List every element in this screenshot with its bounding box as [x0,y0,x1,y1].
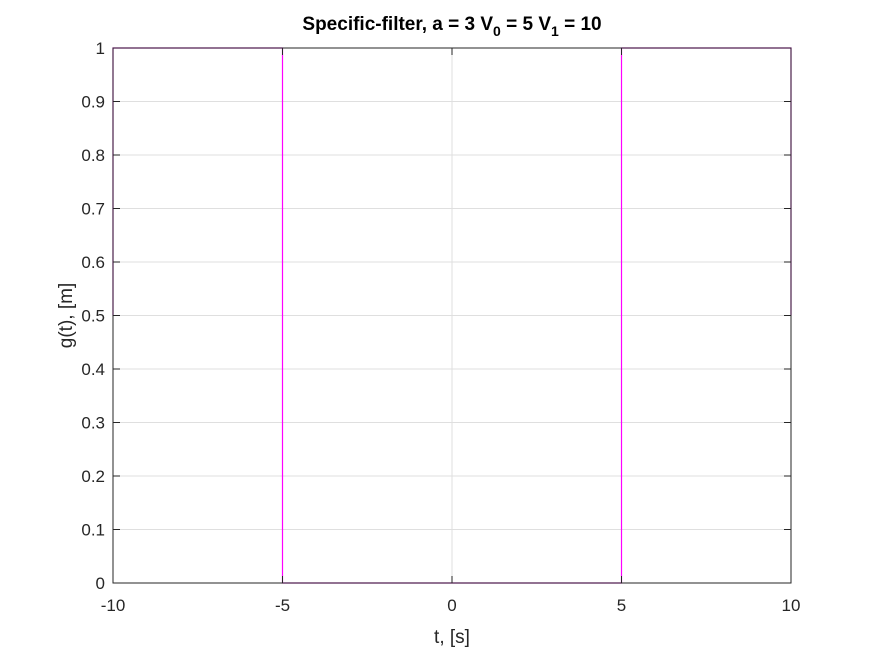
chart-title: Specific-filter, a = 3 V0 = 5 V1 = 10 [302,14,601,39]
y-tick-labels: 0 0.1 0.2 0.3 0.4 0.5 0.6 0.7 0.8 0.9 1 [81,39,105,593]
x-tick-labels: -10 -5 0 5 10 [101,596,801,615]
y-tick-label: 0 [96,574,105,593]
y-tick-label: 0.2 [81,467,105,486]
y-tick-label: 0.1 [81,521,105,540]
y-tick-label: 0.8 [81,146,105,165]
x-tick-label: 0 [447,596,456,615]
tick-marks [112,47,792,584]
y-tick-label: 0.9 [81,93,105,112]
title-subscript-0: 0 [493,23,501,39]
y-tick-label: 0.3 [81,414,105,433]
y-tick-label: 1 [96,39,105,58]
y-tick-label: 0.7 [81,200,105,219]
y-tick-label: 0.4 [81,360,105,379]
title-prefix: Specific-filter, a = 3 V [302,14,493,35]
x-axis-label: t, [s] [434,627,470,648]
title-suffix: = 10 [559,14,602,35]
x-tick-label: -5 [275,596,290,615]
y-axis-label: g(t), [m] [56,283,77,348]
title-middle: = 5 V [501,14,551,35]
grid-lines [113,48,791,583]
x-tick-label: 10 [782,596,801,615]
x-tick-label: 5 [617,596,626,615]
x-tick-label: -10 [101,596,126,615]
title-subscript-1: 1 [551,23,559,39]
y-tick-label: 0.5 [81,307,105,326]
y-tick-label: 0.6 [81,253,105,272]
